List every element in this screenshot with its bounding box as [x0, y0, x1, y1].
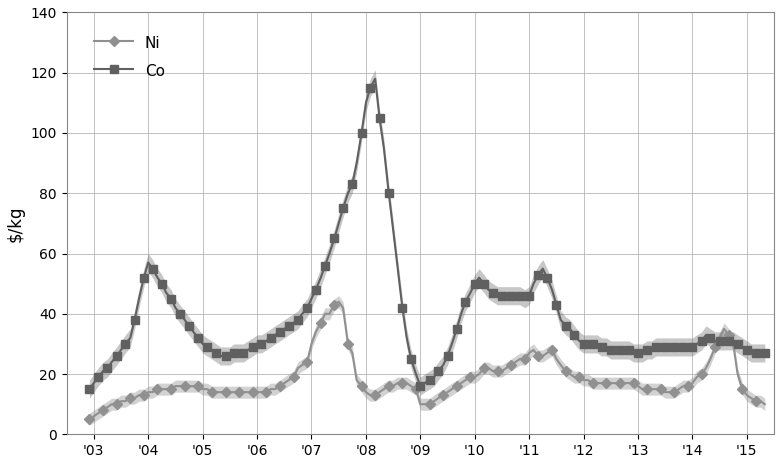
- Ni: [443, 389, 452, 395]
- Ni: [470, 374, 480, 380]
- Co: [760, 350, 769, 356]
- Co: [370, 76, 380, 81]
- Ni: [307, 341, 316, 347]
- Ni: [334, 299, 344, 305]
- Ni: [556, 362, 565, 368]
- Co: [202, 344, 212, 350]
- Co: [85, 386, 95, 392]
- Ni: [357, 383, 366, 389]
- Co: [533, 272, 543, 278]
- Ni: [647, 386, 656, 392]
- Co: [248, 344, 258, 350]
- Co: [384, 191, 394, 196]
- Co: [243, 347, 252, 353]
- Co: [171, 305, 180, 311]
- Y-axis label: $/kg: $/kg: [7, 205, 25, 242]
- Ni: [85, 417, 95, 422]
- Line: Ni: Ni: [86, 298, 769, 423]
- Legend: Ni, Co: Ni, Co: [88, 28, 171, 85]
- Line: Co: Co: [85, 74, 769, 393]
- Ni: [760, 401, 769, 407]
